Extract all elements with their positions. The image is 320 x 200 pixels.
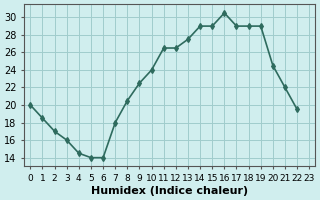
X-axis label: Humidex (Indice chaleur): Humidex (Indice chaleur) bbox=[91, 186, 248, 196]
